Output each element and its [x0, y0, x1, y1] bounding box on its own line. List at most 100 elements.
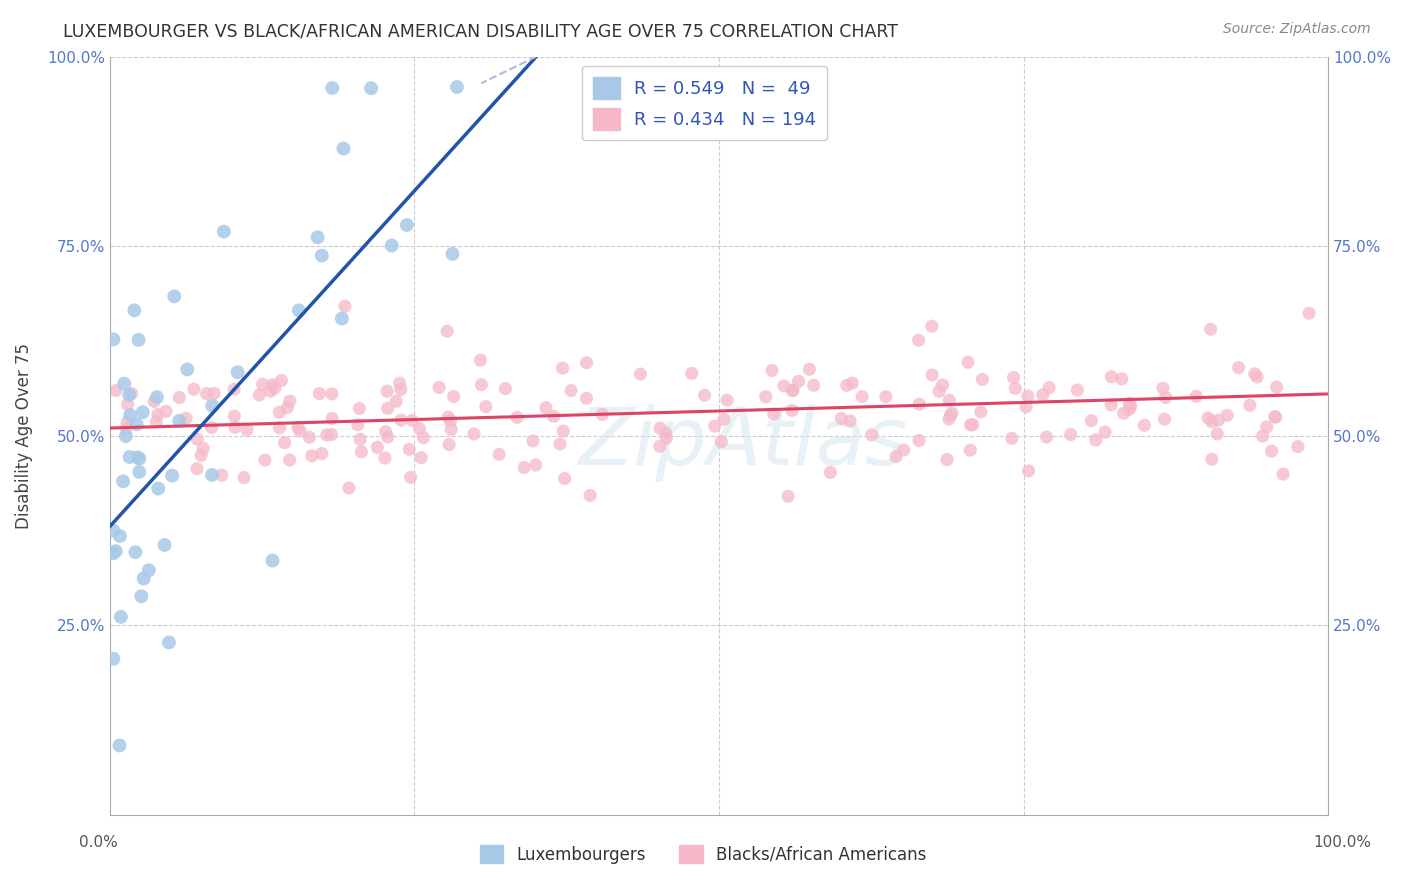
Point [782, 384, 804, 398]
Point [1059, 427, 1081, 442]
Point [124, 303, 146, 318]
Point [337, 481, 360, 495]
Point [262, 553, 284, 567]
Point [211, 468, 233, 483]
Point [259, 384, 281, 399]
Point [108, 739, 131, 753]
Point [104, 384, 127, 398]
Point [648, 439, 671, 453]
Point [893, 442, 915, 457]
Point [298, 430, 321, 444]
Point [389, 383, 412, 397]
Point [321, 387, 343, 401]
Point [132, 572, 155, 586]
Point [183, 382, 205, 396]
Text: 0.0%: 0.0% [79, 836, 118, 850]
Point [648, 421, 671, 435]
Point [1112, 406, 1135, 420]
Point [160, 468, 183, 483]
Point [1201, 415, 1223, 429]
Point [655, 431, 678, 445]
Legend: R = 0.549   N =  49, R = 0.434   N = 194: R = 0.549 N = 49, R = 0.434 N = 194 [582, 66, 827, 140]
Point [931, 378, 953, 392]
Point [381, 238, 404, 252]
Point [1185, 389, 1208, 403]
Point [1035, 430, 1057, 444]
Point [1118, 396, 1140, 410]
Point [253, 453, 276, 467]
Point [349, 433, 371, 447]
Point [278, 394, 301, 409]
Point [579, 488, 602, 502]
Point [839, 414, 862, 428]
Point [1264, 410, 1286, 425]
Point [1032, 388, 1054, 402]
Point [446, 80, 468, 95]
Text: LUXEMBOURGER VS BLACK/AFRICAN AMERICAN DISABILITY AGE OVER 75 CORRELATION CHART: LUXEMBOURGER VS BLACK/AFRICAN AMERICAN D… [63, 22, 898, 40]
Point [399, 470, 422, 484]
Point [936, 452, 959, 467]
Point [411, 450, 433, 465]
Point [654, 426, 676, 441]
Point [1206, 413, 1229, 427]
Point [803, 378, 825, 392]
Point [475, 400, 498, 414]
Point [1272, 467, 1295, 482]
Point [907, 333, 929, 347]
Point [762, 407, 785, 421]
Point [543, 409, 565, 424]
Point [412, 431, 434, 445]
Point [970, 405, 993, 419]
Point [1264, 409, 1286, 424]
Point [388, 376, 411, 391]
Text: 100.0%: 100.0% [1313, 836, 1372, 850]
Point [941, 406, 963, 420]
Point [104, 544, 127, 558]
Point [374, 425, 396, 439]
Point [1239, 398, 1261, 412]
Point [224, 409, 246, 424]
Point [138, 563, 160, 577]
Point [1133, 418, 1156, 433]
Point [103, 524, 125, 538]
Point [311, 447, 333, 461]
Point [389, 413, 412, 427]
Point [273, 435, 295, 450]
Point [681, 367, 703, 381]
Point [534, 401, 557, 415]
Point [782, 384, 804, 398]
Point [346, 417, 368, 432]
Point [693, 388, 716, 402]
Point [360, 81, 382, 95]
Point [780, 403, 803, 417]
Point [921, 368, 943, 382]
Point [395, 218, 418, 232]
Point [301, 449, 323, 463]
Point [148, 482, 170, 496]
Point [350, 445, 373, 459]
Point [202, 386, 225, 401]
Point [908, 434, 931, 448]
Point [441, 247, 464, 261]
Point [1099, 398, 1122, 412]
Point [288, 424, 311, 438]
Point [841, 376, 863, 390]
Point [439, 414, 461, 428]
Point [548, 437, 571, 451]
Point [1201, 452, 1223, 467]
Point [1094, 425, 1116, 439]
Point [226, 365, 249, 379]
Point [115, 415, 138, 429]
Point [307, 230, 329, 244]
Point [176, 362, 198, 376]
Point [524, 458, 547, 472]
Point [591, 408, 613, 422]
Point [408, 421, 430, 435]
Point [174, 411, 197, 425]
Point [112, 475, 135, 489]
Point [311, 249, 333, 263]
Point [972, 372, 994, 386]
Point [195, 386, 218, 401]
Point [321, 427, 343, 442]
Point [875, 390, 897, 404]
